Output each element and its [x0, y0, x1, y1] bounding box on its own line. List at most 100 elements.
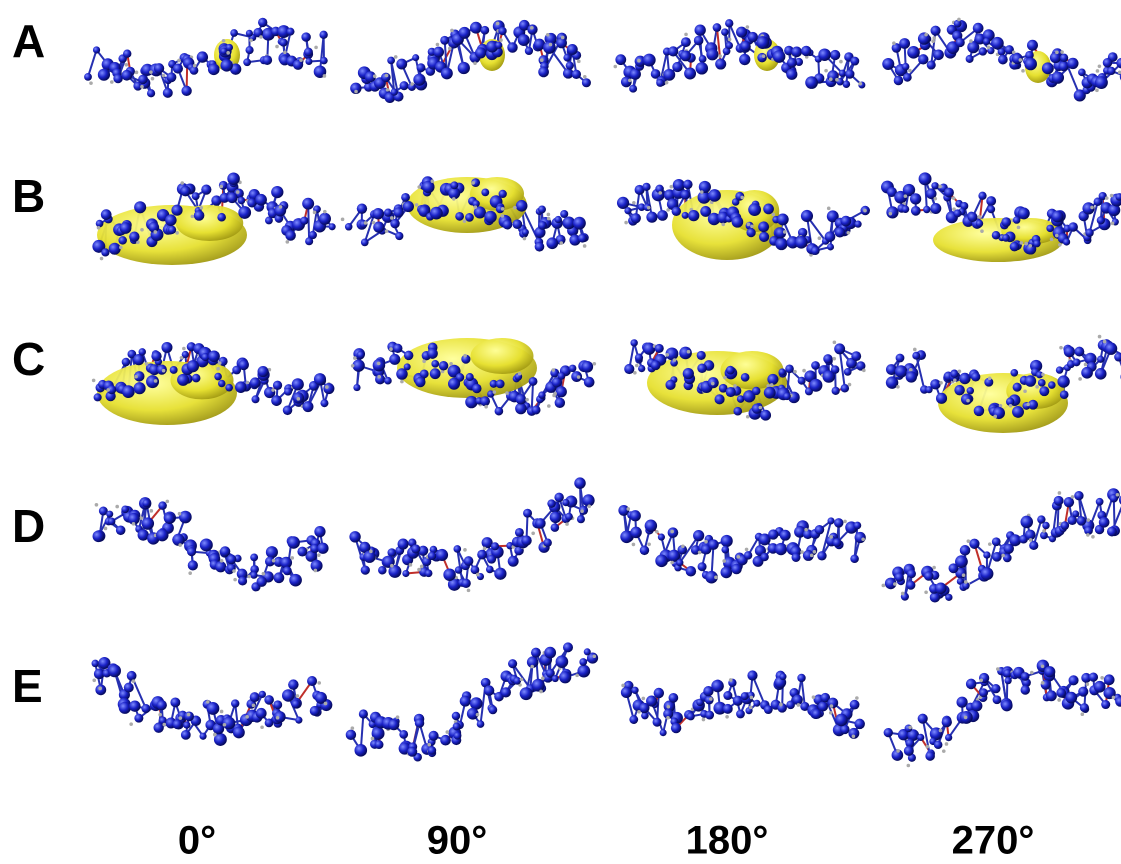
atom — [187, 547, 196, 556]
atom — [582, 361, 594, 373]
atom — [543, 41, 556, 54]
atom — [238, 576, 247, 585]
atom — [726, 42, 733, 49]
hydrogen — [810, 554, 814, 558]
hydrogen — [698, 551, 702, 555]
atom — [624, 207, 631, 214]
atom — [455, 212, 464, 221]
hydrogen — [448, 47, 452, 51]
atom — [551, 523, 560, 532]
atom — [543, 538, 551, 546]
atom — [214, 373, 222, 381]
atom — [556, 386, 567, 397]
hydrogen — [219, 185, 223, 189]
hydrogen — [1042, 529, 1046, 533]
hydrogen — [728, 38, 732, 42]
hydrogen — [247, 575, 251, 579]
atom — [655, 555, 668, 568]
atom — [106, 511, 113, 518]
hydrogen — [945, 742, 949, 746]
hydrogen — [673, 358, 677, 362]
atom — [925, 751, 935, 761]
atom — [726, 366, 735, 375]
hydrogen — [896, 385, 900, 389]
atom — [851, 351, 861, 361]
hydrogen — [92, 379, 96, 383]
atom — [978, 192, 986, 200]
hydrogen — [150, 509, 154, 513]
atom — [227, 172, 240, 185]
hydrogen — [783, 230, 787, 234]
hydrogen — [317, 553, 321, 557]
atom — [645, 520, 657, 532]
atom — [969, 539, 979, 549]
atom — [192, 192, 200, 200]
atom — [187, 360, 199, 372]
hydrogen — [637, 710, 641, 714]
hydrogen — [206, 700, 210, 704]
atom — [811, 361, 820, 370]
atom — [129, 700, 140, 711]
atom — [795, 236, 808, 249]
atom — [1065, 692, 1077, 704]
atom — [907, 46, 920, 59]
hydrogen — [493, 390, 497, 394]
atom — [753, 700, 760, 707]
hydrogen — [162, 723, 166, 727]
atom — [621, 687, 632, 698]
atom — [731, 564, 742, 575]
atom — [484, 211, 496, 223]
atom — [902, 63, 910, 71]
atom — [747, 670, 757, 680]
atom — [615, 54, 626, 65]
atom — [818, 48, 831, 61]
atom — [92, 660, 100, 668]
atom — [721, 546, 729, 554]
hydrogen — [624, 221, 628, 225]
hydrogen — [592, 654, 596, 658]
atom — [417, 63, 426, 72]
hydrogen — [628, 79, 632, 83]
hydrogen — [151, 77, 155, 81]
atom — [502, 220, 512, 230]
hydrogen — [220, 559, 224, 563]
hydrogen — [409, 563, 413, 567]
atom — [1097, 216, 1105, 224]
atom — [411, 544, 420, 553]
atom — [992, 231, 1000, 239]
atom — [563, 642, 573, 652]
hydrogen — [474, 205, 478, 209]
atom — [912, 352, 920, 360]
hydrogen — [1030, 671, 1034, 675]
atom — [250, 571, 257, 578]
atom — [320, 57, 328, 65]
atom — [721, 567, 733, 579]
atom — [797, 674, 805, 682]
atom — [966, 679, 977, 690]
atom — [631, 687, 638, 694]
hydrogen — [1078, 377, 1082, 381]
atom — [839, 70, 846, 77]
hydrogen — [162, 74, 166, 78]
hydrogen — [341, 218, 345, 222]
hydrogen — [797, 703, 801, 707]
hydrogen — [180, 356, 184, 360]
atom — [562, 499, 569, 506]
atom — [1089, 672, 1098, 681]
atom — [458, 62, 470, 74]
atom — [247, 198, 256, 207]
hydrogen — [593, 362, 597, 366]
atom — [225, 384, 233, 392]
atom — [1003, 669, 1012, 678]
atom — [220, 59, 232, 71]
atom — [798, 377, 806, 385]
hydrogen — [260, 725, 264, 729]
atom — [894, 76, 903, 85]
hydrogen — [942, 749, 946, 753]
hydrogen — [132, 522, 136, 526]
atom — [987, 205, 995, 213]
hydrogen — [926, 745, 930, 749]
hydrogen — [279, 205, 283, 209]
atom — [523, 509, 532, 518]
hydrogen — [1055, 51, 1059, 55]
